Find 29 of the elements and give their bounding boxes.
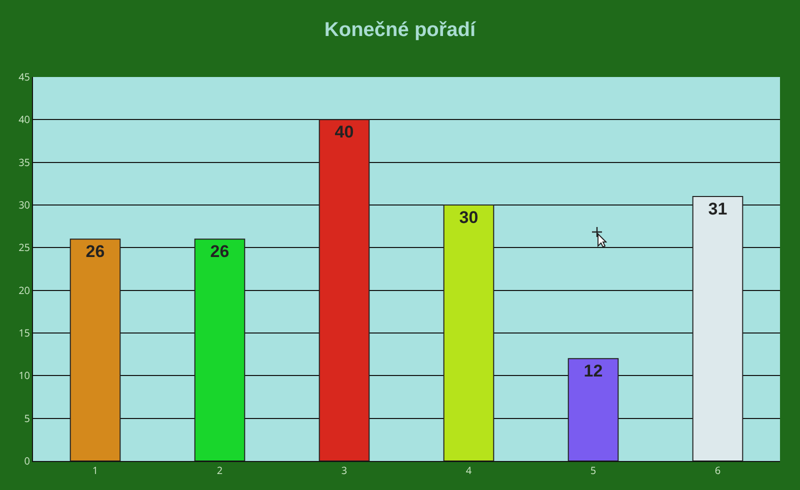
bar: [443, 204, 494, 461]
chart-title: Konečné pořadí: [324, 19, 478, 42]
x-tick-label: 6: [714, 463, 721, 477]
y-tick-label: 25: [18, 240, 30, 254]
data-label: 30: [459, 208, 478, 227]
x-tick-label: 2: [216, 463, 223, 477]
x-tick-label: 4: [466, 463, 472, 477]
data-label: 26: [86, 242, 105, 262]
data-label: 26: [210, 242, 230, 262]
x-tick-label: 1: [92, 463, 98, 477]
y-tick-label: 5: [24, 410, 30, 425]
y-tick-label: 15: [18, 326, 30, 340]
y-tick-label: 40: [18, 112, 30, 126]
bar: [568, 358, 619, 461]
data-label: 40: [334, 122, 354, 142]
bar: [692, 196, 744, 461]
x-tick-label: 5: [590, 463, 596, 477]
y-tick-label: 10: [18, 368, 30, 382]
bar: [194, 238, 246, 461]
x-tick-label: 3: [341, 463, 348, 477]
data-label: 31: [708, 199, 728, 218]
data-label: 12: [584, 362, 603, 381]
bar: [70, 238, 121, 461]
y-tick-label: 20: [18, 282, 30, 297]
bar: [318, 119, 370, 461]
y-tick-label: 35: [18, 154, 30, 169]
y-tick-label: 0: [24, 454, 30, 468]
y-tick-label: 45: [18, 70, 30, 84]
y-tick-label: 30: [18, 198, 30, 212]
